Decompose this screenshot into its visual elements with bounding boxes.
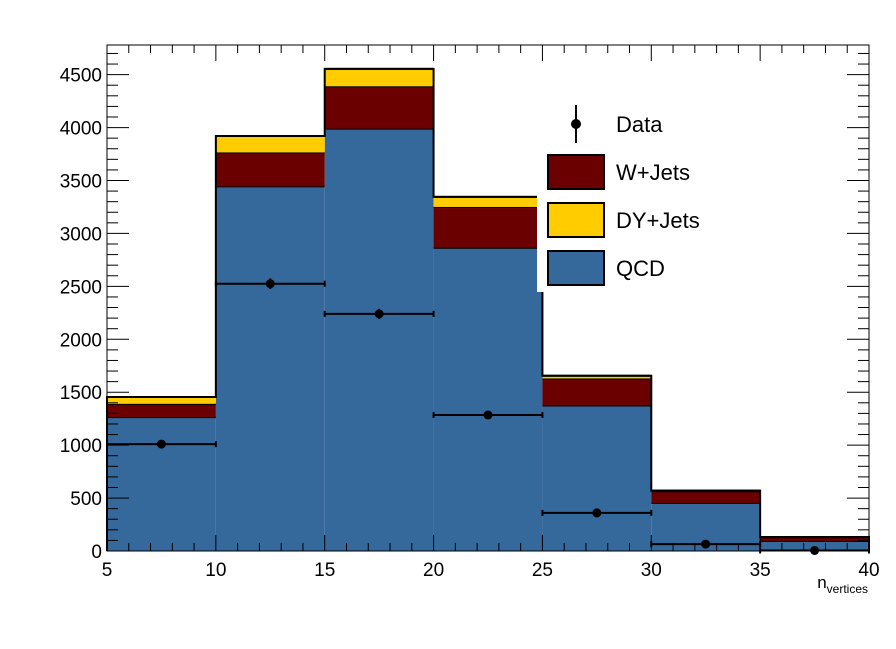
bar-qcd-0 <box>107 417 216 551</box>
x-tick-label-25: 25 <box>532 560 553 581</box>
y-tick-label-1000: 1000 <box>60 436 102 457</box>
bar-qcd-2 <box>324 128 434 551</box>
stack-outline-path <box>106 67 870 551</box>
y-tick-label-500: 500 <box>70 489 102 510</box>
x-tick-label-10: 10 <box>205 560 226 581</box>
x-tick-label-40: 40 <box>858 560 879 581</box>
data-point-1 <box>214 278 326 290</box>
data-point-4 <box>541 508 653 518</box>
bar-w-jets-0 <box>107 403 216 418</box>
legend-marker-dot <box>571 119 581 129</box>
x-tick-label-15: 15 <box>314 560 335 581</box>
bar-w-jets-4 <box>542 378 652 406</box>
y-tick-label-2500: 2500 <box>60 277 102 298</box>
legend-label: DY+Jets <box>616 208 700 233</box>
data-point-2 <box>323 308 435 319</box>
bar-dy-jets-1 <box>215 136 325 153</box>
legend-entry-data: Data <box>571 105 663 143</box>
bar-qcd-4 <box>542 405 652 551</box>
bar-qcd-3 <box>433 247 543 551</box>
data-point-marker <box>483 410 493 420</box>
y-tick-label-3500: 3500 <box>60 171 102 192</box>
x-tick-label-30: 30 <box>641 560 662 581</box>
y-tick-labels: 0 500 1000 1500 2000 2500 3000 3500 4000 4500 <box>60 66 102 563</box>
x-axis-title: nvertices <box>817 573 868 596</box>
x-tick-label-35: 35 <box>750 560 771 581</box>
y-tick-label-4500: 4500 <box>60 66 102 87</box>
legend: Data W+Jets DY+Jets QCD <box>537 96 782 292</box>
bar-w-jets-5 <box>651 491 761 503</box>
data-point-marker <box>701 539 711 549</box>
data-point-marker <box>810 545 820 555</box>
data-point-marker <box>265 279 275 289</box>
plot-frame <box>106 44 870 552</box>
data-point-marker <box>156 439 166 449</box>
data-point-marker <box>592 508 602 518</box>
bar-dy-jets-0 <box>107 396 216 404</box>
x-tick-label-5: 5 <box>102 560 113 581</box>
legend-label: QCD <box>616 256 665 281</box>
bar-w-jets-3 <box>433 206 543 248</box>
y-tick-label-3000: 3000 <box>60 224 102 245</box>
axes <box>106 44 870 552</box>
bar-qcd-1 <box>215 186 325 552</box>
x-tick-label-20: 20 <box>423 560 444 581</box>
bar-dy-jets-4 <box>542 375 652 379</box>
legend-swatch <box>547 250 605 286</box>
y-tick-label-0: 0 <box>91 542 102 563</box>
y-tick-label-4000: 4000 <box>60 119 102 140</box>
legend-swatch <box>547 154 605 190</box>
data-point-3 <box>432 410 544 420</box>
stacked-bars <box>107 67 869 552</box>
bar-w-jets-2 <box>324 86 434 129</box>
bar-w-jets-1 <box>215 152 325 187</box>
bar-dy-jets-2 <box>324 68 434 87</box>
legend-label: W+Jets <box>616 160 690 185</box>
data-point-marker <box>374 309 384 319</box>
legend-swatch <box>547 202 605 238</box>
x-tick-labels: 5 10 15 20 25 30 35 40 <box>102 560 880 581</box>
legend-entry-qcd: QCD <box>547 250 665 286</box>
y-tick-label-1500: 1500 <box>60 383 102 404</box>
legend-entry-dy-jets: DY+Jets <box>547 202 700 238</box>
data-points <box>106 278 870 555</box>
legend-label: Data <box>616 112 663 137</box>
bar-dy-jets-3 <box>433 196 543 207</box>
y-tick-label-2000: 2000 <box>60 330 102 351</box>
legend-entry-w-jets: W+Jets <box>547 154 690 190</box>
bar-w-jets-6 <box>760 537 869 541</box>
stack-outline <box>106 67 870 551</box>
